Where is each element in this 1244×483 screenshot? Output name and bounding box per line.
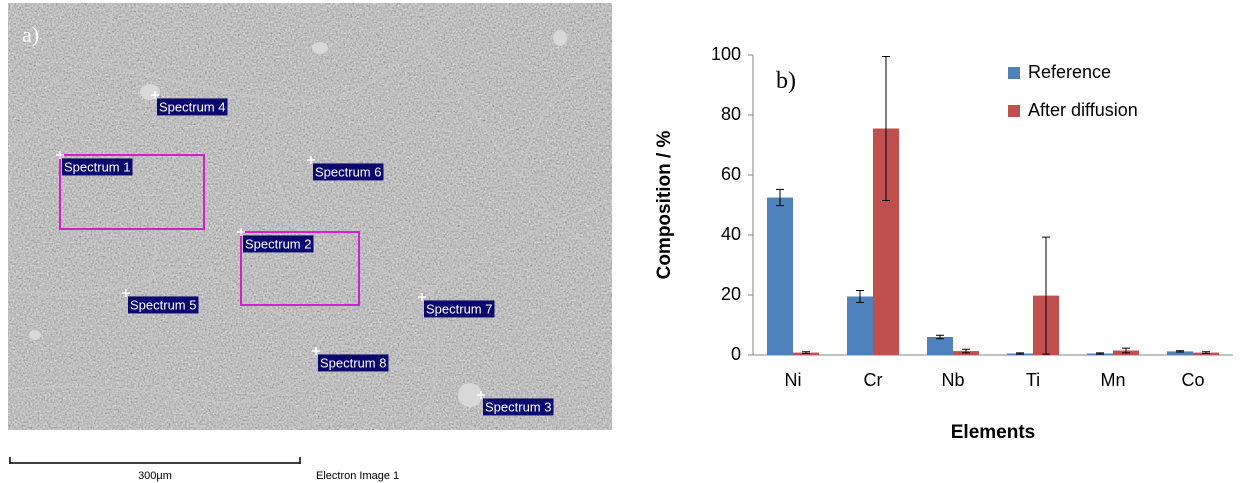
y-tick-label: 60 [721,164,741,184]
panel-label: b) [776,68,796,94]
spectrum-label: Spectrum 8 [320,355,386,370]
spectrum-label: Spectrum 3 [485,399,551,414]
panel-label: a) [22,22,39,47]
legend-label: After diffusion [1028,100,1138,120]
spectrum-label: Spectrum 6 [315,164,381,179]
sem-image: a) Spectrum 1 Spectrum 2 Spectrum 3 Spectru… [8,3,612,430]
legend-swatch [1008,105,1020,117]
y-tick-label: 20 [721,284,741,304]
scale-bar-label: 300µm [138,470,172,482]
spectrum-label: Spectrum 7 [426,301,492,316]
page: a) Spectrum 1 Spectrum 2 Spectrum 3 Spectru… [0,0,1244,483]
spectrum-label: Spectrum 4 [159,99,225,114]
spectrum-label: Spectrum 5 [130,297,196,312]
y-tick-label: 100 [711,44,741,64]
y-axis-title: Composition / % [654,130,675,279]
bar [767,198,793,356]
x-tick-label: Mn [1100,370,1125,390]
x-tick-label: Nb [941,370,964,390]
x-tick-label: Cr [864,370,883,390]
x-tick-label: Ti [1026,370,1040,390]
spectrum-label: Spectrum 1 [64,159,130,174]
x-tick-label: Co [1181,370,1204,390]
bar [927,337,953,355]
image-caption: Electron Image 1 [316,470,399,482]
spectrum-label: Spectrum 2 [245,236,311,251]
y-tick-label: 80 [721,104,741,124]
figure: a) Spectrum 1 Spectrum 2 Spectrum 3 Spectru… [0,0,1244,483]
y-tick-label: 40 [721,224,741,244]
y-tick-label: 0 [731,344,741,364]
x-tick-label: Ni [785,370,802,390]
x-axis-title: Elements [951,422,1035,443]
chart: b) Elements Composition / % 0 20 40 60 80 100… [654,44,1233,443]
legend-label: Reference [1028,62,1111,82]
legend-swatch [1008,67,1020,79]
bar [847,297,873,356]
